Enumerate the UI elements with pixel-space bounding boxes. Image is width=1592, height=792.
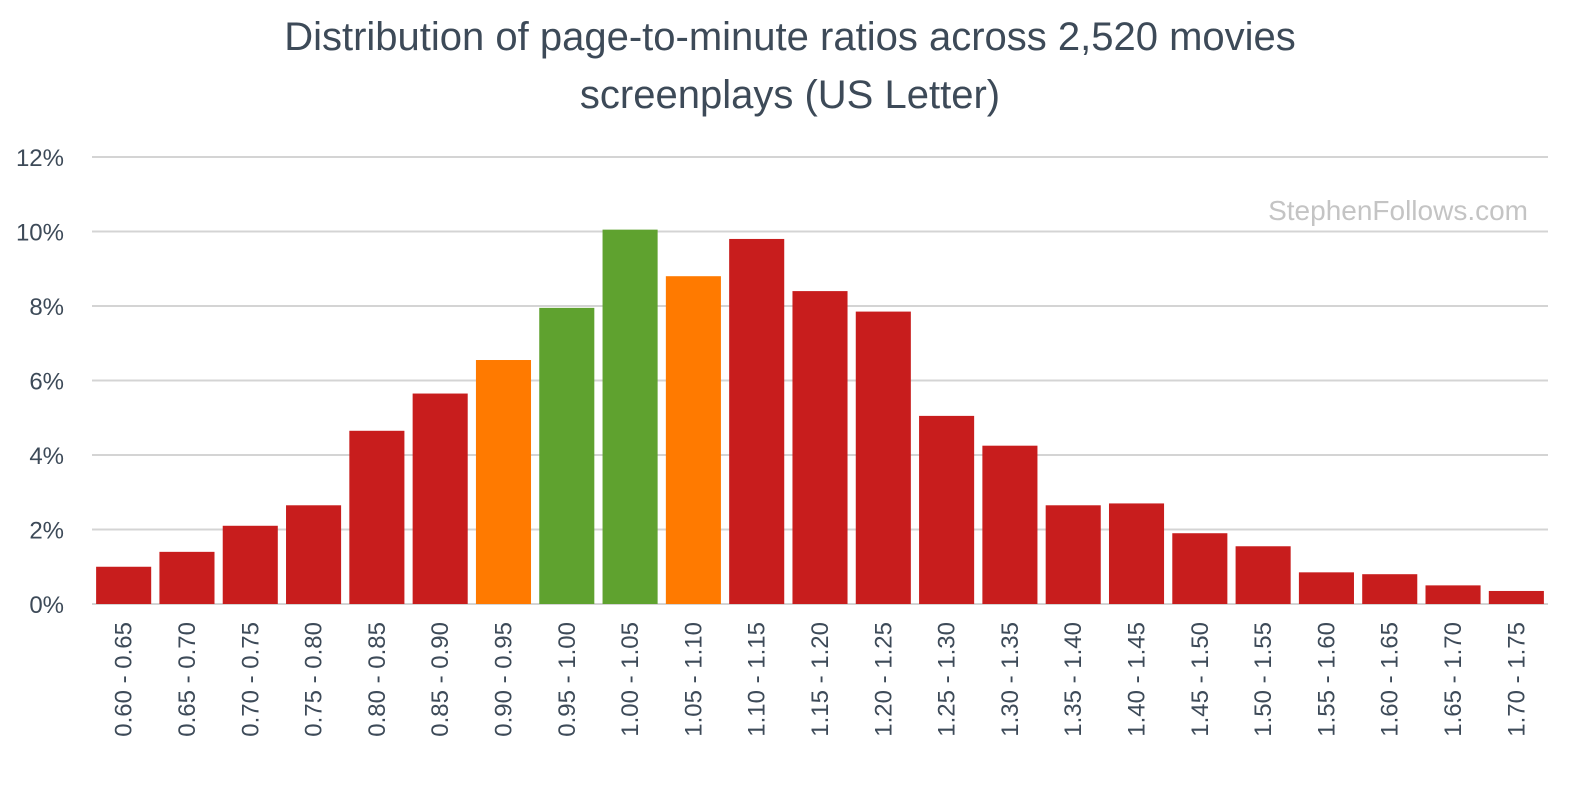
bar [855,311,911,604]
bar [602,229,658,604]
x-tick-label: 0.85 - 0.90 [427,622,454,737]
watermark: StephenFollows.com [1268,195,1528,226]
bar [1045,505,1101,604]
x-tick-label: 1.40 - 1.45 [1124,622,1151,737]
bar [222,525,278,604]
x-tick-label: 1.50 - 1.55 [1250,622,1277,737]
x-tick-label: 0.75 - 0.80 [301,622,328,737]
x-tick-label: 0.95 - 1.00 [554,622,581,737]
y-tick-label: 12% [16,145,64,172]
x-tick-label: 1.45 - 1.50 [1187,622,1214,737]
x-tick-label: 0.80 - 0.85 [364,622,391,737]
x-tick-label: 1.15 - 1.20 [807,622,834,737]
x-tick-label: 1.55 - 1.60 [1313,622,1340,737]
bar [665,276,721,604]
y-tick-label: 2% [29,518,64,545]
bar [1235,546,1291,604]
bar [1362,574,1418,604]
bar [96,566,152,604]
chart-title-line-1: Distribution of page-to-minute ratios ac… [284,15,1296,59]
x-tick-label: 1.70 - 1.75 [1503,622,1530,737]
x-tick-label: 1.05 - 1.10 [680,622,707,737]
bar [159,551,215,604]
bar [792,291,848,604]
x-axis-labels: 0.60 - 0.65 0.65 - 0.70 0.70 - 0.75 0.75 - … [111,622,1531,737]
x-tick-label: 1.65 - 1.70 [1440,622,1467,737]
x-tick-label: 0.60 - 0.65 [111,622,138,737]
x-tick-label: 1.20 - 1.25 [870,622,897,737]
chart-title: Distribution of page-to-minute ratios ac… [0,8,1580,124]
bar [1172,533,1228,604]
bar [1425,585,1481,604]
bar [475,360,532,604]
x-tick-label: 0.90 - 0.95 [490,622,517,737]
y-axis-ticks: 0% 2% 4% 6% 8% 10% 12% [16,145,64,619]
bar [286,505,342,604]
bar [1298,572,1354,604]
x-tick-label: 0.70 - 0.75 [237,622,264,737]
y-tick-label: 10% [16,220,64,247]
chart-title-line-2: screenplays (US Letter) [579,73,1001,117]
bar [729,238,785,604]
x-tick-label: 1.00 - 1.05 [617,622,644,737]
x-tick-label: 1.25 - 1.30 [934,622,961,737]
y-tick-label: 4% [29,443,64,470]
x-tick-label: 1.30 - 1.35 [997,622,1024,737]
x-tick-label: 1.60 - 1.65 [1377,622,1404,737]
y-tick-label: 8% [29,294,64,321]
bar [982,445,1038,604]
bar [1488,590,1544,604]
bar [919,415,975,604]
x-tick-label: 1.35 - 1.40 [1060,622,1087,737]
bar [349,430,405,604]
x-tick-label: 1.10 - 1.15 [744,622,771,737]
y-tick-label: 6% [29,369,64,396]
bar [1108,503,1165,604]
bar-layer [96,229,1544,604]
x-tick-label: 0.65 - 0.70 [174,622,201,737]
bar [412,393,468,604]
bar [539,307,595,604]
y-tick-label: 0% [29,592,64,619]
